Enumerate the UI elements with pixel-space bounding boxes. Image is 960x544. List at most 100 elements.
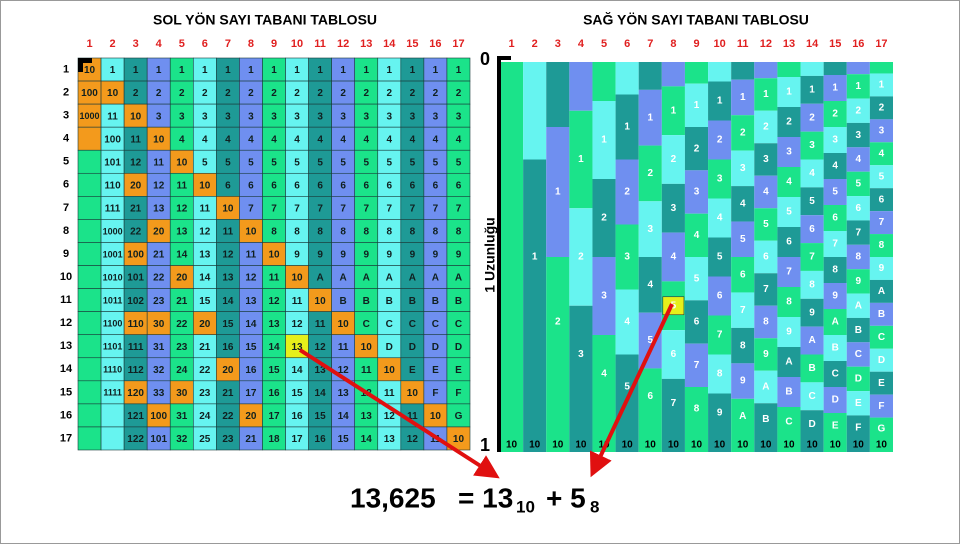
cell-text: 10	[84, 65, 96, 76]
cell-text: 6	[248, 180, 254, 191]
col-header: 3	[133, 38, 139, 50]
col-header: 8	[248, 38, 254, 50]
cell-text: 10	[453, 434, 465, 445]
cell-text: 3	[363, 111, 369, 122]
cell-text: 6	[317, 180, 323, 191]
digit: 2	[717, 135, 723, 146]
cell-text: 21	[130, 204, 142, 215]
digit: 2	[555, 317, 561, 328]
col-header: 16	[852, 38, 864, 50]
segment	[661, 183, 685, 233]
segment	[754, 78, 778, 111]
segment	[754, 370, 778, 404]
digit: 9	[809, 307, 815, 318]
cell-text: 11	[130, 134, 141, 145]
digit: B	[762, 414, 769, 425]
cell-text: 1	[156, 65, 162, 76]
digit: 10	[760, 440, 772, 451]
digit: 6	[694, 317, 700, 328]
digit: 9	[763, 349, 769, 360]
cell-text: 30	[153, 319, 165, 330]
cell-text: 1	[340, 65, 346, 76]
cell-text: C	[363, 319, 370, 330]
segment	[777, 347, 801, 377]
cell-text: 11	[153, 157, 164, 168]
segment	[777, 377, 801, 407]
cell-text: 111	[105, 204, 121, 215]
segment	[777, 137, 801, 167]
cell-text: G	[455, 411, 463, 422]
cell-text: 11	[246, 250, 257, 261]
digit: 6	[879, 194, 885, 205]
cell-text: F	[432, 388, 438, 399]
cell-text: 11	[315, 319, 326, 330]
col-header: 15	[829, 38, 841, 50]
digit: 3	[740, 163, 746, 174]
segment	[731, 363, 755, 399]
cell-text: 7	[317, 204, 323, 215]
segment	[615, 159, 639, 225]
segment	[846, 342, 870, 367]
cell-text: 17	[291, 434, 303, 445]
cell-text: 8	[317, 227, 323, 238]
col-header: 15	[406, 38, 418, 50]
cell-text: 10	[222, 204, 234, 215]
cell-text: 20	[222, 365, 234, 376]
segment	[800, 298, 824, 327]
cell-text: 7	[363, 204, 369, 215]
digit: 10	[529, 440, 541, 451]
digit: 9	[786, 327, 792, 338]
cell-text: 8	[340, 227, 346, 238]
right-title: SAĞ YÖN SAYI TABANI TABLOSU	[583, 11, 809, 28]
cell-text: 13	[338, 388, 350, 399]
cell-text: 20	[176, 273, 188, 284]
digit: 9	[879, 263, 885, 274]
segment	[777, 167, 801, 197]
cell-text: 10	[384, 365, 396, 376]
cell-text: 8	[433, 227, 439, 238]
segment	[708, 315, 732, 355]
segment	[846, 293, 870, 318]
cell	[77, 219, 102, 243]
cell-text: 6	[340, 180, 346, 191]
cell-text: 11	[292, 296, 303, 307]
segment	[569, 305, 593, 452]
cell-text: B	[386, 296, 393, 307]
cell-text: 7	[456, 204, 462, 215]
digit: 6	[671, 349, 677, 360]
cell-text: 4	[202, 134, 208, 145]
col-header: 9	[693, 38, 699, 50]
cell-text: 2	[317, 88, 323, 99]
digit: 3	[671, 203, 677, 214]
digit: 7	[786, 267, 792, 278]
cell	[77, 149, 102, 174]
row-header: 16	[60, 409, 72, 421]
digit: B	[855, 325, 862, 336]
cell-text: 5	[294, 157, 300, 168]
segment	[754, 110, 778, 144]
cell-text: 1	[433, 65, 439, 76]
cell-text: 15	[315, 411, 327, 422]
segment	[823, 179, 847, 205]
segment	[638, 368, 662, 452]
row-header: 15	[60, 386, 72, 398]
cell-text: 13	[315, 365, 327, 376]
cell-text: A	[432, 273, 439, 284]
digit: 5	[624, 382, 630, 393]
digit: 4	[856, 154, 862, 165]
digit: 1	[671, 105, 677, 116]
segment	[800, 103, 824, 132]
cell-text: 11	[223, 227, 234, 238]
segment	[869, 62, 893, 74]
digit: 1	[717, 96, 723, 107]
digit: 7	[694, 360, 700, 371]
digit: 6	[763, 252, 769, 263]
digit: 3	[578, 349, 584, 360]
corner-mark	[78, 58, 83, 72]
cell-text: 10	[430, 411, 442, 422]
corner-mark	[78, 58, 92, 63]
cell-text: 1	[271, 65, 277, 76]
digit: C	[878, 332, 885, 343]
digit: 5	[856, 179, 862, 190]
cell-text: 1	[202, 65, 208, 76]
